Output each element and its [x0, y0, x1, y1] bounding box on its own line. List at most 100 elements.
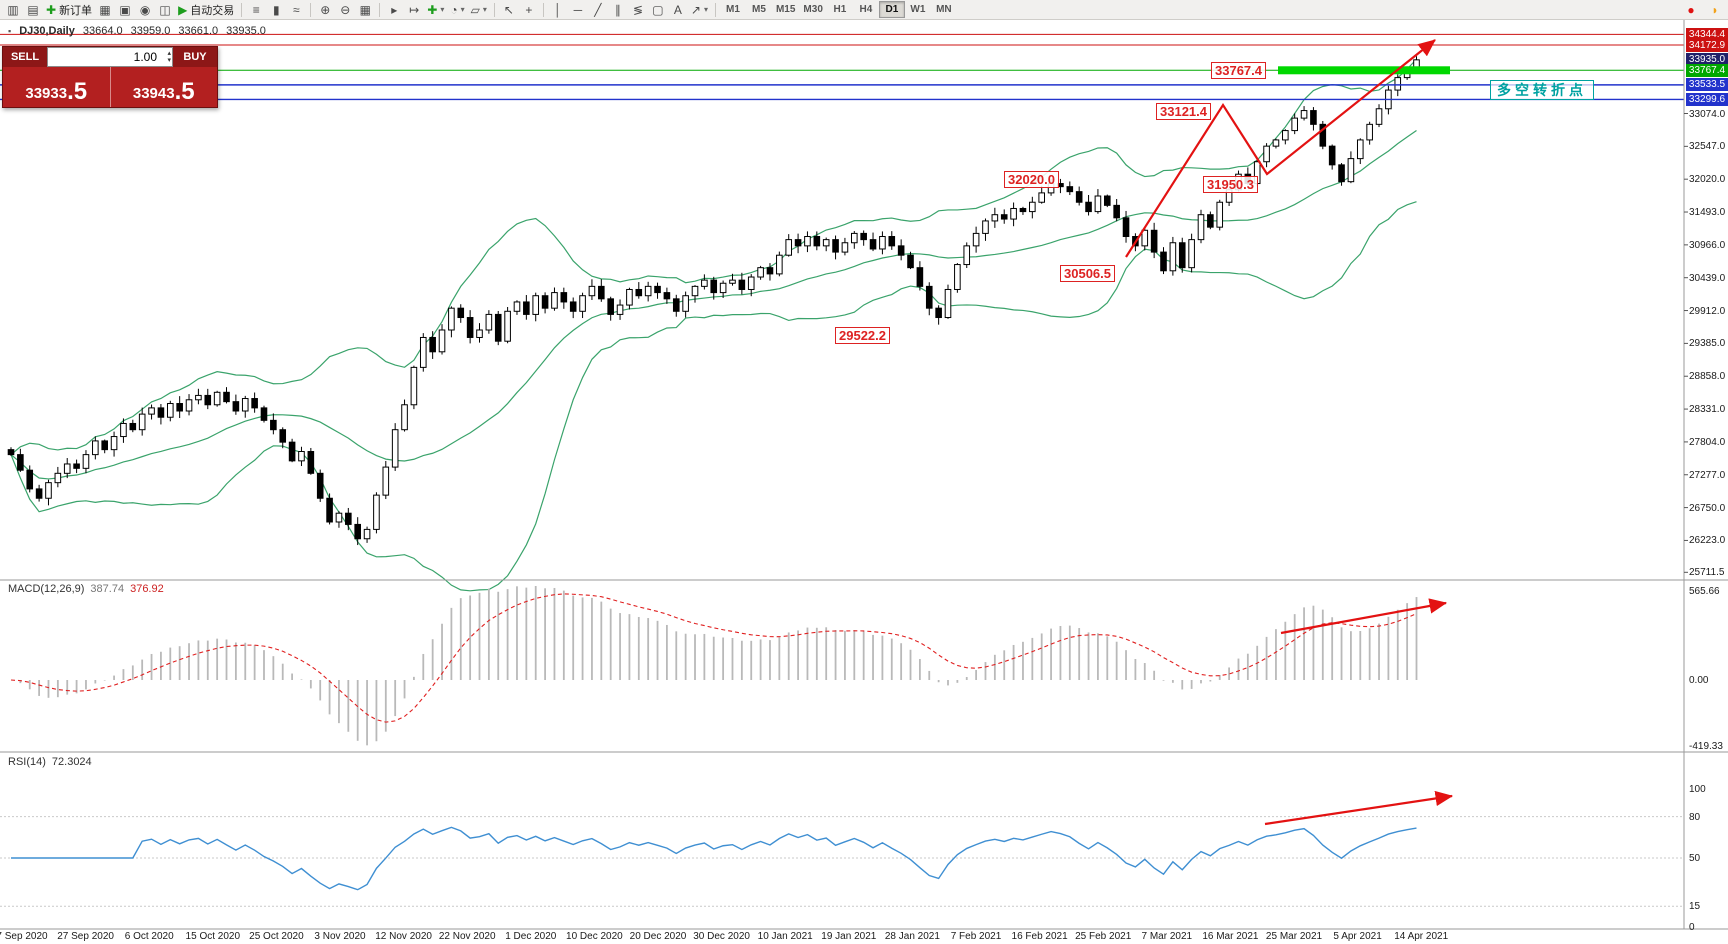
trend-arrows	[1125, 39, 1454, 826]
timeframe-d1[interactable]: D1	[878, 1, 905, 18]
rsi-pane-graphics	[0, 816, 1684, 907]
toolbar-separator	[714, 2, 716, 17]
zoom-in-icon: ⊕	[320, 2, 331, 17]
periods-dropdown: ◔	[450, 2, 458, 17]
zoom-in-icon[interactable]: ⊕	[315, 1, 335, 19]
arrow-tools-icon[interactable]: ↗ ▾	[688, 1, 711, 19]
price-annotation[interactable]: 32020.0	[1004, 171, 1059, 189]
timeframe-mn[interactable]: MN	[936, 4, 952, 15]
fibonacci-icon[interactable]: ≶	[628, 1, 648, 19]
zoom-out-icon[interactable]: ⊖	[335, 1, 355, 19]
buy-price-button[interactable]: 33943.5	[110, 67, 217, 107]
date-axis-label: 5 Apr 2021	[1333, 931, 1382, 942]
new-chart-icon[interactable]: ▥	[3, 1, 23, 19]
shapes-icon: ▢	[652, 2, 664, 17]
text-icon: A	[673, 2, 682, 17]
templates-dropdown[interactable]: ▱ ▾	[468, 1, 490, 19]
text-icon[interactable]: A	[668, 1, 688, 19]
date-axis-label: 20 Dec 2020	[629, 931, 687, 942]
price-annotation[interactable]: 31950.3	[1203, 175, 1258, 193]
sell-button[interactable]: SELL	[3, 47, 47, 67]
macd-pane-graphics	[10, 586, 1418, 746]
data-window-icon: ▣	[119, 2, 131, 17]
volume-stepper[interactable]: ▴ ▾	[167, 48, 171, 66]
price-annotation[interactable]: 29522.2	[835, 326, 890, 344]
timeframe-h4[interactable]: H4	[859, 4, 873, 15]
main-toolbar: ▥ ▤ ✚ 新订单 ▦ ▣ ◉ ◫ ▶ 自动交易 ≡ ▮ ≈ ⊕ ⊖ ▦ ▸ ↦ ✚ ▾ ◔ ▾ ▱ ▾ ↖ + │ ─ ╱ ∥ ≶ ▢ A ↗ ▾…	[0, 0, 1728, 20]
community-icon[interactable]: ◗	[1711, 2, 1719, 17]
stepper-down-icon[interactable]: ▾	[167, 57, 171, 64]
indicators-button[interactable]: ✚ ▾	[424, 1, 447, 19]
shapes-icon[interactable]: ▢	[648, 1, 668, 19]
zoom-out-icon: ⊖	[340, 2, 351, 17]
date-axis-label: 14 Apr 2021	[1394, 931, 1449, 942]
toolbar-separator	[379, 2, 381, 17]
price-annotation[interactable]: 30506.5	[1060, 265, 1115, 283]
timeframe-m15[interactable]: M15	[775, 4, 796, 15]
date-axis-label: 10 Jan 2021	[757, 931, 813, 942]
macd-axis-label: 0.00	[1689, 675, 1709, 686]
timeframe-h1[interactable]: H1	[833, 4, 847, 15]
tile-windows-icon[interactable]: ▦	[355, 1, 375, 19]
data-window-icon[interactable]: ▣	[115, 1, 135, 19]
market-watch-icon[interactable]: ▦	[95, 1, 115, 19]
chart-shift-icon: ↦	[409, 2, 420, 17]
price-annotation[interactable]: 33767.4	[1211, 62, 1266, 80]
rsi-axis-label: 0	[1689, 922, 1695, 933]
date-axis-label: 16 Feb 2021	[1011, 931, 1068, 942]
channel-icon[interactable]: ∥	[608, 1, 628, 19]
timeframe-m1[interactable]: M1	[726, 4, 740, 15]
caret-down-icon: ▾	[482, 5, 487, 14]
price-integer: 33933	[25, 85, 68, 102]
sell-price-button[interactable]: 33933.5	[3, 67, 111, 107]
bollinger-bands	[10, 58, 1417, 592]
profiles-icon[interactable]: ▤	[23, 1, 43, 19]
price-annotation[interactable]: 33121.4	[1156, 102, 1211, 120]
volume-input[interactable]	[48, 48, 172, 66]
trendline-icon[interactable]: ╱	[588, 1, 608, 19]
timeframe-m30[interactable]: M30	[803, 4, 823, 15]
new-order-button[interactable]: ✚ 新订单	[43, 1, 95, 19]
candlestick-chart-icon[interactable]: ▮	[266, 1, 286, 19]
terminal-icon[interactable]: ◫	[155, 1, 175, 19]
timeframe-w1[interactable]: W1	[910, 4, 926, 15]
notifications-icon[interactable]: ●	[1687, 2, 1695, 17]
chart-shift-icon[interactable]: ↦	[404, 1, 424, 19]
date-axis-label: 10 Dec 2020	[566, 931, 623, 942]
auto-trading-button[interactable]: ▶ 自动交易	[175, 1, 237, 19]
toolbar-right-group: ● ◗	[1681, 1, 1725, 19]
candlestick-chart-icon: ▮	[272, 2, 280, 17]
turning-point-annotation[interactable]: 多空转折点	[1490, 80, 1594, 100]
crosshair-icon: +	[525, 2, 533, 17]
vertical-line-icon: │	[554, 2, 562, 17]
crosshair-icon[interactable]: +	[519, 1, 539, 19]
stepper-up-icon[interactable]: ▴	[167, 50, 171, 57]
vertical-line-icon[interactable]: │	[548, 1, 568, 19]
date-axis-label: 1 Dec 2020	[505, 931, 557, 942]
date-axis-label: 16 Mar 2021	[1202, 931, 1259, 942]
auto-scroll-icon[interactable]: ▸	[384, 1, 404, 19]
price-tag: 33767.4	[1686, 63, 1728, 77]
new-chart-icon: ▥	[7, 2, 19, 17]
price-axis-label: 30439.0	[1689, 272, 1726, 284]
timeframe-m5[interactable]: M5	[752, 4, 766, 15]
date-axis-label: 6 Oct 2020	[124, 931, 174, 942]
buy-button[interactable]: BUY	[173, 47, 217, 67]
price-tag: 33935.0	[1686, 53, 1728, 67]
cursor-icon[interactable]: ↖	[499, 1, 519, 19]
date-axis-label: 7 Feb 2021	[950, 931, 1002, 942]
navigator-icon[interactable]: ◉	[135, 1, 155, 19]
bar-chart-icon[interactable]: ≡	[246, 1, 266, 19]
horizontal-line-icon[interactable]: ─	[568, 1, 588, 19]
horizontal-levels	[0, 33, 1684, 101]
channel-icon: ∥	[614, 2, 621, 17]
macd-axis-label: 565.66	[1689, 586, 1720, 598]
price-tag: 34344.4	[1686, 27, 1728, 41]
line-chart-icon[interactable]: ≈	[286, 1, 306, 19]
rsi-indicator-label: RSI(14) 72.3024	[8, 756, 92, 768]
symbol-period-label: DJ30,Daily	[19, 25, 75, 37]
price-axis-label: 29912.0	[1689, 305, 1726, 317]
periods-dropdown[interactable]: ◔ ▾	[447, 1, 467, 19]
caret-down-icon: ▾	[703, 5, 708, 14]
